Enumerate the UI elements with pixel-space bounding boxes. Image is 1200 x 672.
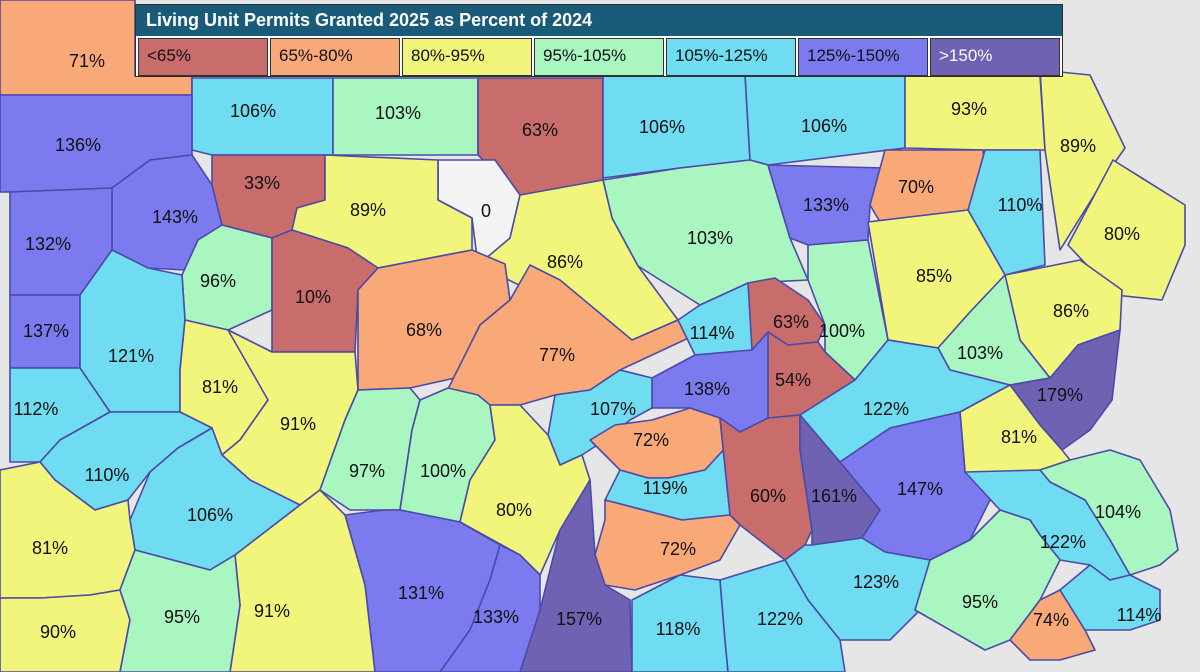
county-label-41: 110% (85, 465, 130, 485)
county-region-57 (914, 509, 1061, 651)
map-title: Living Unit Permits Granted 2025 as Perc… (136, 5, 1062, 36)
county-label-59: 133% (473, 607, 519, 627)
county-label-29: 100% (819, 321, 865, 341)
county-label-55: 123% (853, 572, 899, 592)
county-label-23: 137% (23, 321, 69, 341)
county-label-48: 147% (897, 479, 943, 499)
county-label-52: 81% (32, 538, 68, 558)
county-label-40: 72% (633, 430, 669, 450)
county-label-7: 89% (1060, 136, 1096, 156)
county-label-53: 72% (660, 539, 696, 559)
county-region-64 (1059, 564, 1161, 631)
county-label-12: 103% (687, 228, 733, 248)
county-label-10: 0 (481, 201, 491, 221)
county-label-49: 106% (187, 505, 233, 525)
county-label-45: 119% (643, 478, 688, 498)
county-region-59 (439, 544, 541, 672)
county-label-36: 179% (1037, 385, 1083, 405)
county-label-39: 122% (863, 399, 909, 419)
county-label-34: 138% (684, 379, 730, 399)
county-label-35: 54% (775, 370, 811, 390)
county-label-38: 107% (590, 399, 636, 419)
county-label-63: 74% (1033, 610, 1069, 630)
county-label-66: 95% (164, 607, 200, 627)
legend: Living Unit Permits Granted 2025 as Perc… (135, 4, 1063, 77)
county-label-65: 90% (40, 622, 76, 642)
county-region-2 (332, 77, 479, 156)
county-label-26: 77% (539, 345, 575, 365)
county-label-22: 85% (916, 266, 952, 286)
county-label-27: 114% (690, 323, 735, 343)
county-label-50: 80% (496, 500, 532, 520)
county-label-58: 91% (254, 601, 290, 621)
county-region-16 (1067, 159, 1186, 301)
county-label-64: 114% (1117, 605, 1162, 625)
county-region-63 (1009, 589, 1096, 661)
county-label-46: 60% (750, 486, 786, 506)
county-label-14: 70% (898, 177, 934, 197)
county-label-1: 106% (230, 101, 276, 121)
county-label-33: 112% (14, 399, 59, 419)
county-label-47: 161% (811, 486, 857, 506)
county-label-15: 110% (998, 195, 1043, 215)
county-label-20: 10% (295, 287, 331, 307)
county-label-9: 33% (244, 173, 280, 193)
county-label-56: 131% (398, 583, 444, 603)
county-label-62: 122% (757, 609, 803, 629)
county-label-19: 96% (200, 271, 236, 291)
county-label-17: 143% (152, 207, 198, 227)
county-label-0: 71% (69, 51, 105, 71)
county-label-28: 63% (773, 312, 809, 332)
county-label-32: 81% (202, 377, 238, 397)
county-label-24: 121% (108, 346, 154, 366)
county-region-24 (79, 249, 186, 413)
county-label-44: 81% (1001, 427, 1037, 447)
county-label-13: 133% (803, 195, 849, 215)
county-region-62 (719, 559, 846, 672)
county-label-51: 104% (1095, 502, 1141, 522)
county-label-61: 118% (656, 619, 701, 639)
legend-swatch-gt150: >150% (930, 38, 1060, 76)
county-label-31: 103% (957, 343, 1003, 363)
county-region-66 (119, 549, 241, 672)
county-label-43: 100% (420, 461, 466, 481)
county-label-2: 103% (375, 103, 421, 123)
county-label-37: 91% (280, 414, 316, 434)
county-label-8: 136% (55, 135, 101, 155)
county-region-53 (594, 499, 741, 591)
county-label-54: 122% (1040, 532, 1086, 552)
legend-swatch-125-150: 125%-150% (798, 38, 928, 76)
county-label-3: 63% (522, 120, 558, 140)
legend-swatch-lt65: <65% (138, 38, 268, 76)
county-label-11: 89% (350, 200, 386, 220)
legend-swatch-65-80: 65%-80% (270, 38, 400, 76)
legend-swatch-80-95: 80%-95% (402, 38, 532, 76)
county-label-21: 86% (547, 252, 583, 272)
legend-swatch-105-125: 105%-125% (666, 38, 796, 76)
county-label-18: 132% (25, 234, 71, 254)
county-label-25: 68% (406, 320, 442, 340)
county-label-16: 80% (1104, 224, 1140, 244)
county-label-5: 106% (801, 116, 847, 136)
county-label-30: 86% (1053, 301, 1089, 321)
county-label-6: 93% (951, 99, 987, 119)
county-label-60: 157% (556, 609, 602, 629)
county-label-4: 106% (639, 117, 685, 137)
county-label-42: 97% (349, 461, 385, 481)
legend-swatch-95-105: 95%-105% (534, 38, 664, 76)
county-label-57: 95% (962, 592, 998, 612)
